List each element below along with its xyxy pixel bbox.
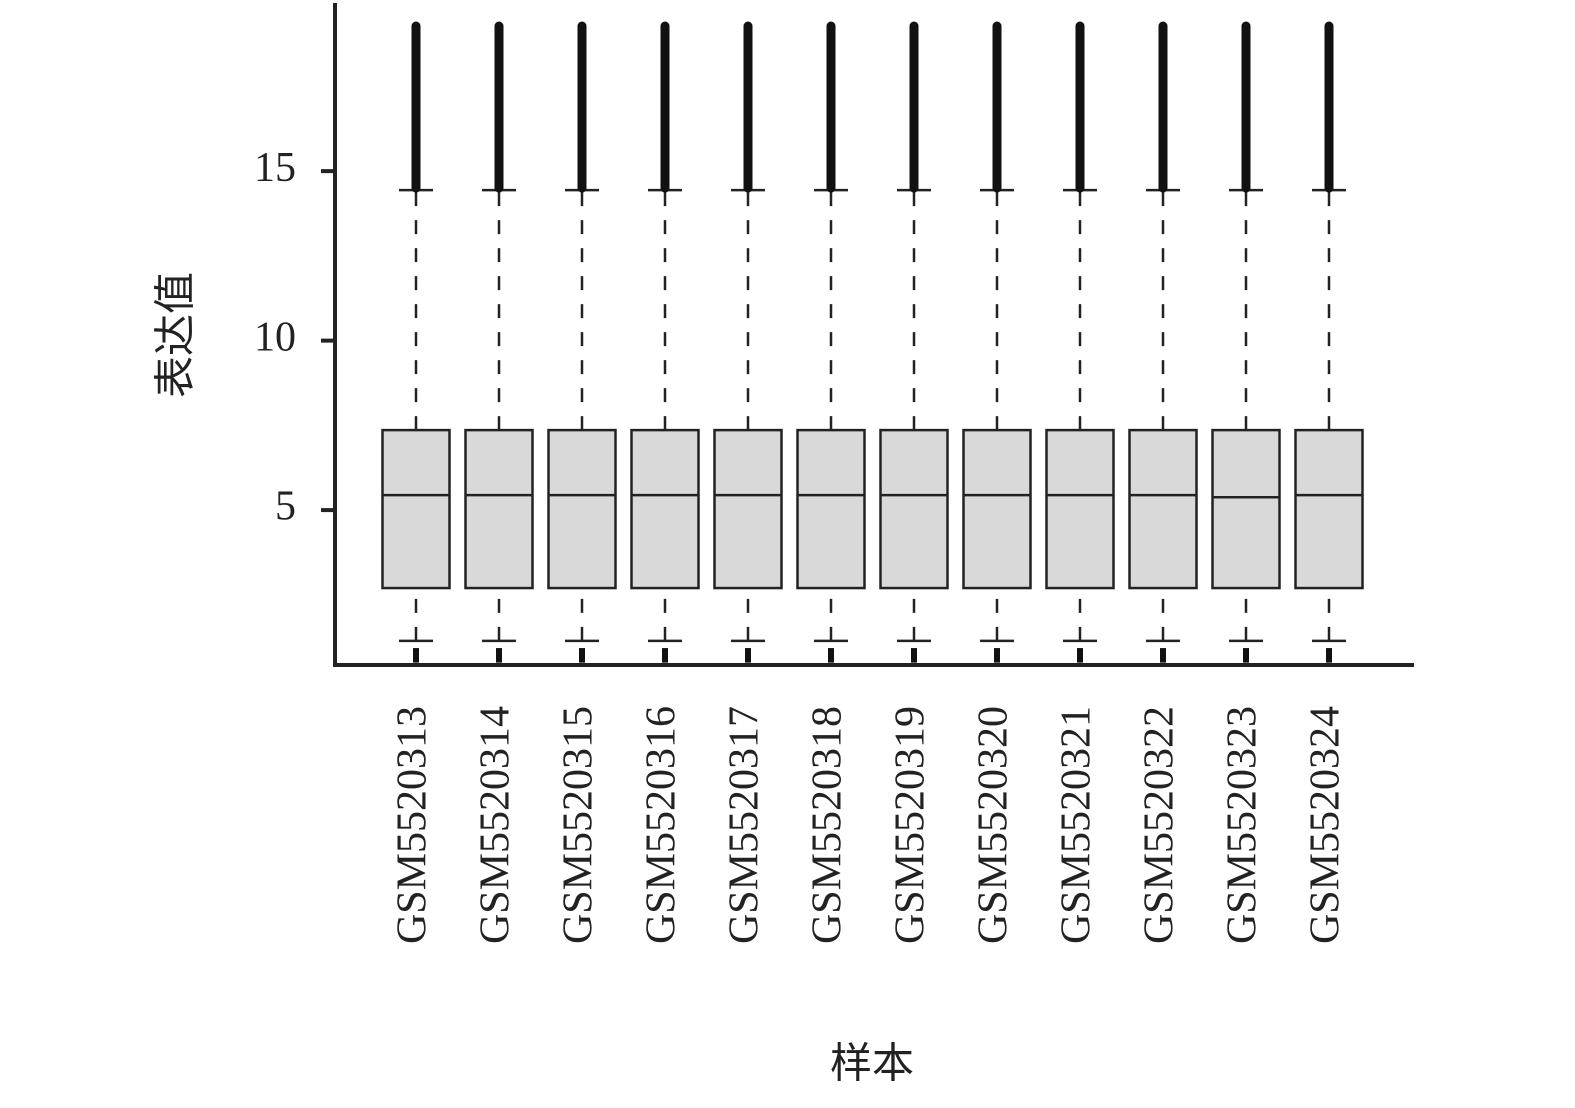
x-tick-label: GSM5520314 <box>473 706 519 944</box>
box <box>713 428 783 590</box>
y-tick-label: 10 <box>254 314 296 360</box>
box <box>1294 428 1364 590</box>
box <box>464 428 534 590</box>
y-tick-label: 15 <box>254 145 296 191</box>
x-tick-label: GSM5520323 <box>1220 706 1266 944</box>
x-tick-label: GSM5520313 <box>390 706 436 944</box>
box <box>1045 428 1115 590</box>
box <box>1211 428 1281 590</box>
box <box>381 428 451 590</box>
y-tick-label: 5 <box>275 484 296 530</box>
x-tick-label: GSM5520321 <box>1054 706 1100 944</box>
x-tick-label: GSM5520322 <box>1137 706 1183 944</box>
x-tick-label: GSM5520320 <box>971 706 1017 944</box>
box <box>962 428 1032 590</box>
y-axis-label: 表达值 <box>154 272 200 398</box>
x-tick-label: GSM5520318 <box>805 706 851 944</box>
box <box>879 428 949 590</box>
x-tick-label: GSM5520316 <box>639 706 685 944</box>
x-tick-label: GSM5520315 <box>556 706 602 944</box>
x-axis-label: 样本 <box>830 1042 914 1088</box>
box <box>1128 428 1198 590</box>
x-tick-label: GSM5520317 <box>722 706 768 944</box>
box <box>547 428 617 590</box>
x-tick-label: GSM5520319 <box>888 706 934 944</box>
x-tick-label: GSM5520324 <box>1303 706 1349 944</box>
box <box>796 428 866 590</box>
box <box>630 428 700 590</box>
